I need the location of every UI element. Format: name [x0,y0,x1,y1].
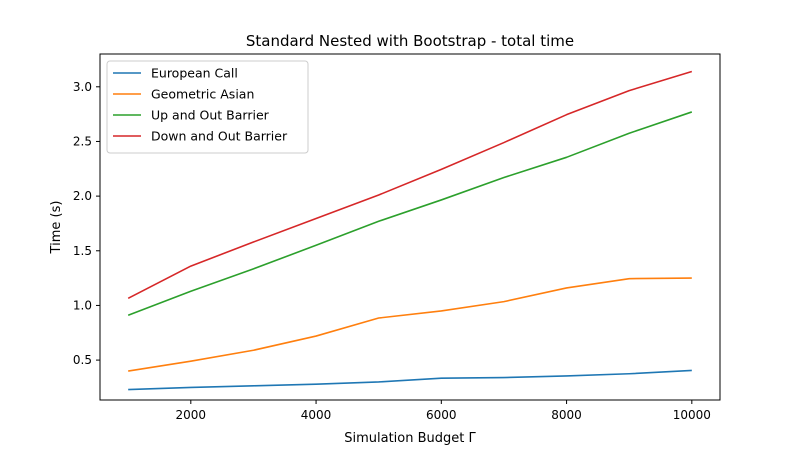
series-line-0 [128,369,692,391]
y-axis-label: Time (s) [49,201,64,255]
y-tick-label: 3.0 [73,80,92,94]
legend-label: European Call [151,66,238,81]
y-tick-label: 0.5 [73,353,92,367]
legend-box [106,60,309,154]
x-axis-label: Simulation Budget Γ [344,431,476,446]
y-axis: 0.5 1.0 1.5 2.0 2.5 3.0 [73,80,100,367]
x-tick-label: 8000 [551,408,582,422]
y-tick-label: 2.0 [73,189,92,203]
x-axis: 2000 4000 6000 8000 10000 [176,400,711,422]
x-tick-label: 4000 [301,408,332,422]
plot-frame [99,53,721,401]
series-lines [127,70,693,391]
legend-label: Down and Out Barrier [151,129,288,144]
y-tick-label: 1.0 [73,298,92,312]
x-tick-label: 10000 [673,408,711,422]
legend: European Call Geometric Asian Up and Out B… [106,60,309,154]
x-tick-label: 6000 [426,408,457,422]
legend-label: Geometric Asian [151,87,254,102]
x-tick-label: 2000 [176,408,207,422]
legend-label: Up and Out Barrier [151,108,270,123]
series-line-2 [127,111,693,317]
series-line-1 [128,277,692,372]
series-line-3 [127,70,693,300]
y-tick-label: 1.5 [73,244,92,258]
chart-title: Standard Nested with Bootstrap - total t… [246,32,574,50]
y-tick-label: 2.5 [73,134,92,148]
